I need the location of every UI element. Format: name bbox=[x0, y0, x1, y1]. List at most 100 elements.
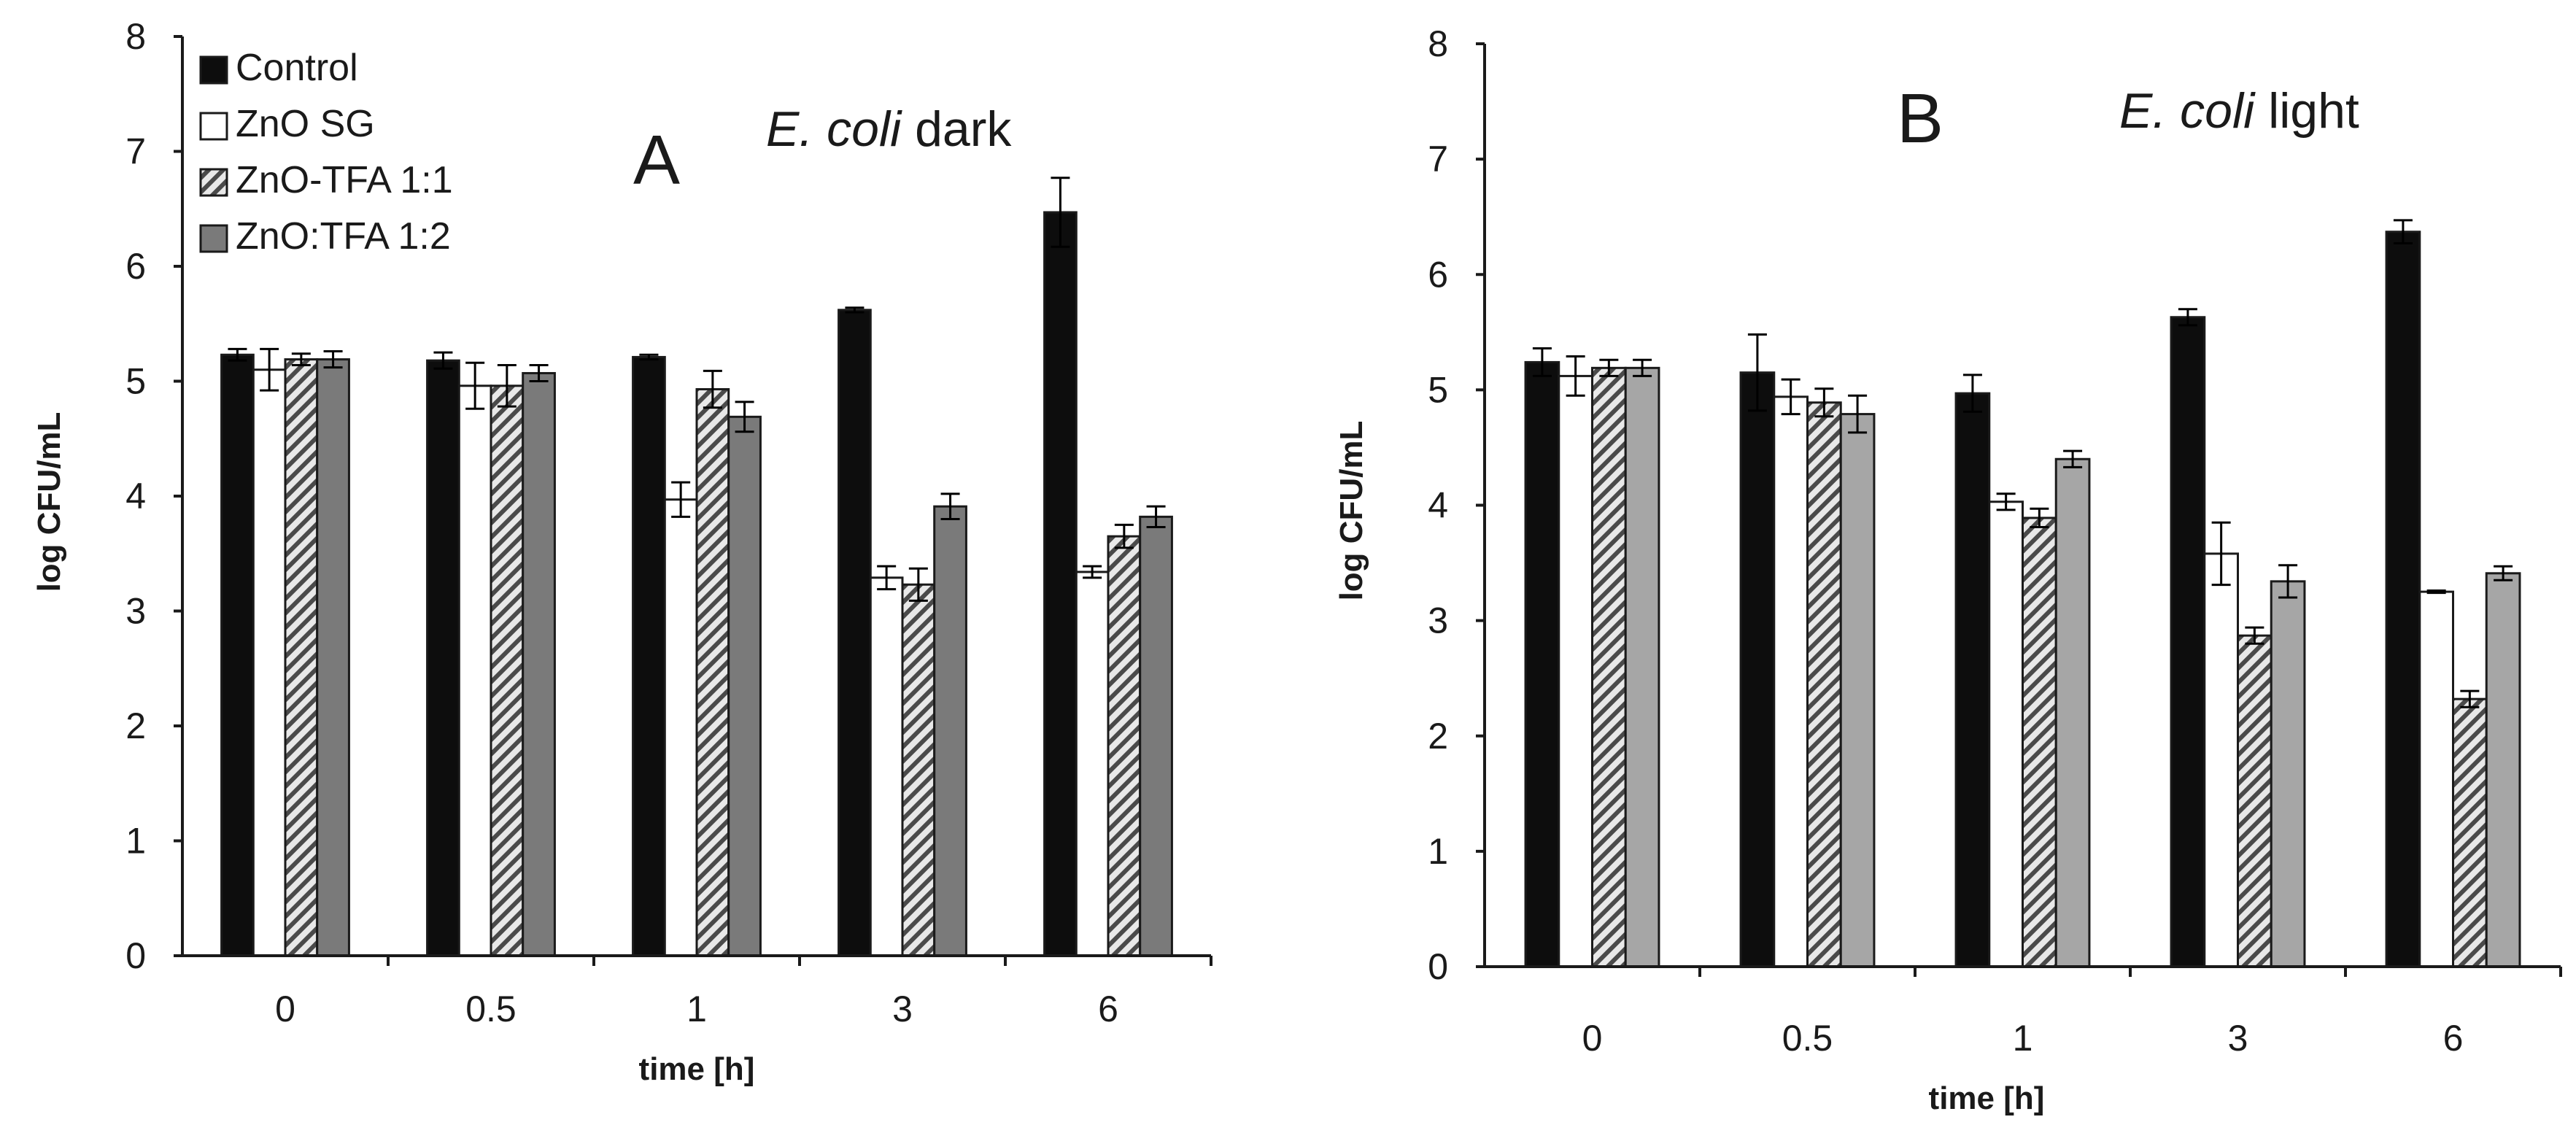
y-tick-label: 2 bbox=[1428, 716, 1448, 757]
bar-control bbox=[1043, 211, 1078, 957]
x-axis-label: time [h] bbox=[639, 1051, 755, 1087]
legend-swatch-control bbox=[199, 55, 228, 85]
error-bar-zno-tfa-1-1 bbox=[703, 369, 722, 409]
bars bbox=[1524, 219, 2521, 968]
bar-control bbox=[1954, 392, 1991, 968]
error-bar-control bbox=[1051, 177, 1070, 248]
y-tick-label: 8 bbox=[125, 16, 146, 57]
bar-zno-sg bbox=[1773, 395, 1809, 968]
panel-letter: A bbox=[633, 121, 680, 199]
bar-zno-tfa-1-2 bbox=[933, 505, 967, 957]
error-bar-control bbox=[1962, 374, 1982, 413]
chart-title-rest: light bbox=[2254, 83, 2359, 139]
error-bar-control bbox=[845, 306, 865, 314]
chart-title: E. coli light bbox=[2119, 83, 2359, 139]
y-tick-label: 7 bbox=[1428, 139, 1448, 179]
bar-zno-sg bbox=[1075, 571, 1110, 957]
bar-zno-sg bbox=[663, 498, 698, 957]
bar-zno-sg bbox=[457, 384, 492, 957]
x-tick-label: 6 bbox=[2443, 1018, 2464, 1059]
y-tick-label: 5 bbox=[125, 361, 146, 402]
bar-zno-tfa-1-2 bbox=[1839, 413, 1876, 968]
bar-zno-tfa-1-2 bbox=[2485, 572, 2521, 968]
bar-zno-tfa-1-2 bbox=[316, 358, 350, 957]
bar-zno-tfa-1-2 bbox=[1624, 366, 1660, 968]
error-bar-zno-tfa-1-1 bbox=[2460, 689, 2480, 708]
error-bar-zno-sg bbox=[465, 361, 485, 410]
y-axis-label: log CFU/mL bbox=[31, 412, 67, 592]
y-tick-label: 6 bbox=[1428, 254, 1448, 295]
x-axis-ticks: 0 0.5 1 3 6 bbox=[275, 956, 1212, 1029]
x-tick-label: 6 bbox=[1098, 989, 1118, 1029]
error-bar-zno-sg bbox=[2211, 521, 2231, 587]
bar-zno-tfa-1-1 bbox=[901, 583, 936, 957]
bar-control bbox=[2170, 316, 2206, 968]
panel-letter: B bbox=[1897, 80, 1943, 158]
y-tick-label: 4 bbox=[125, 476, 146, 517]
x-tick-label: 0.5 bbox=[1782, 1018, 1833, 1059]
error-bar-zno-tfa-1-2 bbox=[1633, 358, 1652, 377]
x-tick-label: 3 bbox=[2228, 1018, 2248, 1059]
error-bar-zno-tfa-1-2 bbox=[735, 401, 754, 433]
chart-title-italic: E. coli bbox=[766, 101, 902, 157]
error-bar-zno-tfa-1-1 bbox=[2030, 507, 2049, 529]
bar-zno-tfa-1-1 bbox=[2237, 634, 2273, 968]
axes bbox=[181, 36, 1211, 957]
error-bar-zno-tfa-1-1 bbox=[2245, 626, 2264, 645]
legend-label-control: Control bbox=[236, 47, 358, 89]
legend-swatch-zno-tfa-1-1 bbox=[199, 168, 228, 197]
bar-zno-sg bbox=[252, 368, 287, 957]
x-tick-label: 1 bbox=[2013, 1018, 2033, 1059]
y-axis-ticks: 0 1 2 3 4 5 6 7 8 bbox=[125, 16, 182, 976]
legend: Control ZnO SG ZnO-TFA 1:1 ZnO:TFA 1:2 bbox=[199, 47, 453, 258]
bar-control bbox=[426, 359, 460, 957]
error-bar-zno-tfa-1-2 bbox=[323, 350, 343, 369]
bar-zno-tfa-1-1 bbox=[1107, 535, 1142, 957]
error-bar-zno-tfa-1-2 bbox=[940, 492, 960, 520]
bar-zno-sg bbox=[2418, 590, 2454, 968]
bar-zno-tfa-1-2 bbox=[2054, 457, 2091, 968]
error-bar-control bbox=[1747, 333, 1767, 412]
error-bar-zno-tfa-1-1 bbox=[1814, 387, 1834, 418]
error-bar-zno-sg bbox=[1083, 565, 1102, 579]
y-tick-label: 0 bbox=[125, 935, 146, 976]
y-tick-label: 7 bbox=[125, 131, 146, 172]
y-tick-label: 6 bbox=[125, 246, 146, 287]
bar-zno-sg bbox=[869, 576, 904, 957]
legend-swatch-zno-sg bbox=[199, 112, 228, 141]
error-bar-zno-tfa-1-2 bbox=[1848, 394, 1868, 434]
bar-zno-tfa-1-1 bbox=[2452, 697, 2488, 968]
bar-zno-tfa-1-1 bbox=[2022, 517, 2057, 968]
y-tick-label: 8 bbox=[1428, 23, 1448, 64]
error-bar-control bbox=[433, 351, 453, 370]
axes bbox=[1483, 44, 2561, 968]
error-bar-control bbox=[228, 347, 247, 362]
bar-zno-tfa-1-1 bbox=[1591, 366, 1627, 968]
bar-zno-sg bbox=[1988, 500, 2024, 968]
bar-control bbox=[2385, 231, 2421, 968]
error-bar-control bbox=[2178, 308, 2197, 327]
bar-zno-tfa-1-2 bbox=[1139, 515, 1173, 957]
error-bar-zno-tfa-1-2 bbox=[1146, 505, 1166, 529]
error-bar-zno-tfa-1-2 bbox=[2278, 564, 2298, 599]
chart-title-rest: dark bbox=[901, 101, 1012, 157]
y-tick-label: 0 bbox=[1428, 946, 1448, 987]
legend-label-zno-tfa-1-2: ZnO:TFA 1:2 bbox=[236, 215, 451, 258]
x-tick-label: 3 bbox=[892, 989, 913, 1029]
x-axis-label: time [h] bbox=[1929, 1080, 2045, 1116]
bar-zno-tfa-1-1 bbox=[284, 358, 319, 957]
bar-control bbox=[220, 353, 255, 957]
error-bar-zno-tfa-1-1 bbox=[908, 567, 928, 602]
y-tick-label: 4 bbox=[1428, 485, 1448, 526]
y-tick-label: 2 bbox=[125, 705, 146, 746]
x-tick-label: 0 bbox=[1582, 1018, 1603, 1059]
error-bar-zno-tfa-1-1 bbox=[1599, 358, 1619, 377]
bars bbox=[220, 177, 1173, 957]
y-axis-ticks: 0 1 2 3 4 5 6 7 8 bbox=[1428, 23, 1485, 987]
x-tick-label: 1 bbox=[686, 989, 707, 1029]
bar-zno-tfa-1-1 bbox=[1806, 401, 1842, 968]
chart-title: E. coli dark bbox=[766, 101, 1012, 157]
error-bar-zno-sg bbox=[671, 481, 691, 518]
